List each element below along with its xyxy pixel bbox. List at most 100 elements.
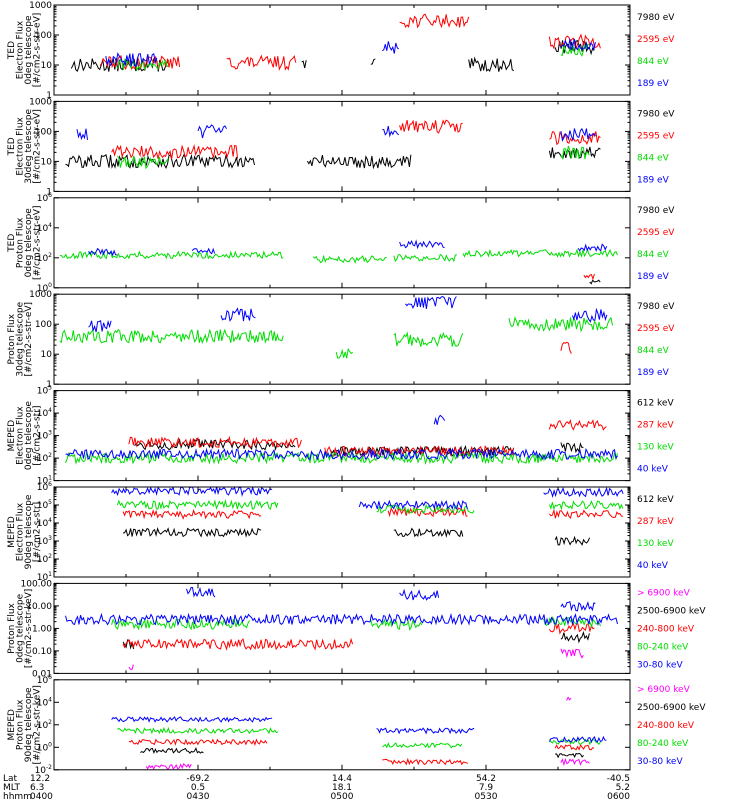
series-line (128, 738, 268, 746)
y-axis-label-line: Proton Flux (7, 602, 17, 653)
y-tick-label: 1 (46, 187, 52, 197)
y-axis-label-line: [#/cm2-s-str-keV] (33, 685, 43, 764)
series-line (122, 508, 262, 520)
y-tick-label: 105 (37, 499, 52, 511)
y-tick-label: 106 (37, 674, 52, 686)
series-line (88, 247, 118, 257)
series-line (370, 58, 376, 65)
plot-data (70, 13, 601, 72)
legend-entry: 240-800 keV (637, 624, 695, 634)
y-axis-label-line: TED (7, 137, 17, 156)
y-tick-label: 100.00 (21, 579, 53, 589)
series-line (399, 239, 445, 250)
y-axis-label-line: TED (7, 41, 17, 60)
plot-frame (53, 582, 631, 674)
series-line (134, 438, 296, 452)
y-axis-label-line: 90deg telescope (24, 494, 34, 569)
legend-entry: 30-80 keV (637, 757, 683, 767)
y-axis-label-line: Proton Flux (7, 313, 17, 364)
y-axis-label-line: 0deg telescope (16, 593, 26, 663)
series-line (560, 757, 590, 767)
legend-entry: 7980 eV (637, 302, 675, 312)
y-tick-label: 0.10 (32, 647, 52, 657)
legend-entry: 844 eV (637, 57, 670, 67)
y-axis-label-line: MEPED (7, 516, 17, 548)
legend-entry: 80-240 keV (637, 642, 689, 652)
series-line (560, 38, 596, 51)
series-line (393, 331, 464, 348)
y-tick-label: 101 (37, 475, 52, 487)
series-line (140, 747, 204, 755)
footer-tick-label: 0600 (607, 792, 630, 800)
y-tick-label: 100 (35, 31, 52, 41)
y-axis-label-line: Proton Flux (16, 699, 26, 750)
series-line (387, 506, 468, 518)
series-line (560, 600, 596, 612)
series-line (589, 279, 601, 285)
series-line (65, 447, 618, 461)
plot-data (111, 696, 607, 770)
y-tick-label: 101 (37, 571, 52, 583)
series-line (358, 499, 468, 510)
plot-frame (53, 197, 631, 289)
series-line (117, 155, 169, 170)
y-tick-label: 100 (35, 127, 52, 137)
series-line (393, 253, 457, 263)
series-line (560, 441, 584, 454)
series-line (399, 13, 470, 29)
y-tick-label: 10 (41, 61, 53, 71)
legend-entry: 189 eV (637, 368, 670, 378)
footer-tick-label: 0430 (187, 792, 210, 800)
footer-tick-label: 12.2 (30, 774, 50, 784)
y-tick-label: 1.00 (32, 624, 52, 634)
legend-entry: 2595 eV (637, 228, 675, 238)
series-line (65, 612, 618, 627)
series-line (111, 144, 239, 160)
legend-entry: 844 eV (637, 153, 670, 163)
series-line (220, 307, 256, 322)
series-line (226, 54, 297, 72)
footer-tick-label: 0.5 (191, 783, 205, 793)
series-line (301, 60, 307, 69)
series-line (548, 33, 601, 50)
series-line (549, 131, 601, 146)
series-line (111, 487, 273, 497)
legend-entry: 80-240 keV (637, 739, 689, 749)
y-axis-label-line: 30deg telescope (16, 301, 26, 376)
footer-row-label: MLT (3, 783, 21, 793)
series-line (116, 499, 279, 510)
series-line (382, 125, 400, 138)
y-axis-label-line: [#/cm2-s-str] (33, 406, 43, 466)
series-line (186, 586, 216, 598)
y-axis-label-line: [#/cm2-s-str-keV] (24, 589, 34, 668)
y-axis-label-line: Proton Flux (16, 217, 26, 268)
y-tick-label: 102 (37, 252, 52, 264)
legend-entry: 612 keV (637, 495, 674, 505)
plot-data (65, 586, 618, 671)
y-tick-label: 100 (35, 320, 52, 330)
series-line (370, 618, 423, 631)
plot-data (59, 296, 613, 359)
series-line (191, 247, 216, 255)
series-line (468, 56, 515, 72)
plot-frame (53, 390, 631, 482)
series-line (405, 296, 457, 309)
plot-data (65, 119, 601, 170)
series-line (330, 445, 514, 459)
y-axis-label-line: TED (7, 234, 17, 253)
series-line (548, 735, 607, 744)
series-line (197, 124, 227, 139)
y-tick-label: 102 (37, 719, 52, 731)
series-line (312, 254, 387, 264)
series-line (145, 763, 192, 770)
y-tick-label: 104 (37, 407, 52, 419)
series-line (571, 307, 608, 323)
series-line (376, 503, 475, 515)
series-line (577, 243, 608, 252)
x-axis-footer: Lat 12.2 -69.2 14.4 54.2 -40.5 MLT 6.3 0.5 18.1 7.… (3, 774, 630, 800)
